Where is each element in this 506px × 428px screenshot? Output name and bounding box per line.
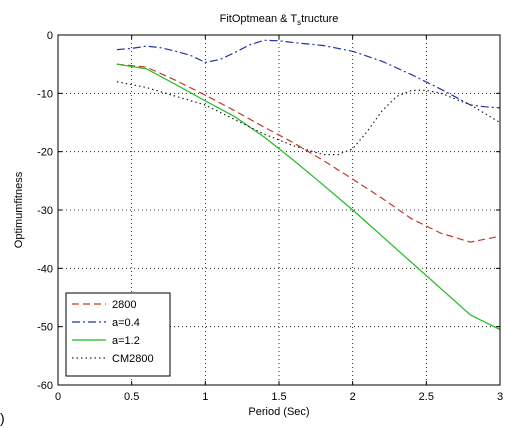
series-line-a-1-2 xyxy=(116,63,501,331)
legend-label: 2800 xyxy=(112,299,136,311)
series-line-cm2800 xyxy=(116,81,501,156)
x-tick-label: 0 xyxy=(55,391,61,403)
legend-label: CM2800 xyxy=(112,353,154,365)
x-tick-label: 1 xyxy=(202,391,208,403)
legend: 2800 a=0.4 a=1.2 CM2800 xyxy=(65,292,171,377)
corner-mark: ) xyxy=(0,410,5,426)
series-layer xyxy=(116,39,501,331)
y-tick-label: -10 xyxy=(37,88,53,100)
y-tick-label: -50 xyxy=(37,322,53,334)
axis-ticks xyxy=(57,34,501,386)
x-axis-label: Period (Sec) xyxy=(248,406,309,418)
x-tick-label: 1.5 xyxy=(271,391,286,403)
legend-box xyxy=(65,292,171,377)
y-axis-label: Optimumfitness xyxy=(13,171,25,248)
legend-label: a=0.4 xyxy=(112,317,140,329)
series-line-a-0-4 xyxy=(116,39,501,109)
y-tick-label: -40 xyxy=(37,263,53,275)
y-tick-label: -30 xyxy=(37,205,53,217)
grid-lines xyxy=(58,35,500,385)
series-line-2800 xyxy=(116,63,501,243)
legend-label: a=1.2 xyxy=(112,335,140,347)
x-tick-label: 2.5 xyxy=(419,391,434,403)
x-tick-label: 2 xyxy=(350,391,356,403)
y-tick-label: -20 xyxy=(37,147,53,159)
x-tick-label: 0.5 xyxy=(124,391,139,403)
chart-title: FitOptmean & Tstructure xyxy=(220,13,339,27)
y-tick-label: 0 xyxy=(47,30,53,42)
y-tick-label: -60 xyxy=(37,380,53,392)
x-tick-label: 3 xyxy=(497,391,503,403)
